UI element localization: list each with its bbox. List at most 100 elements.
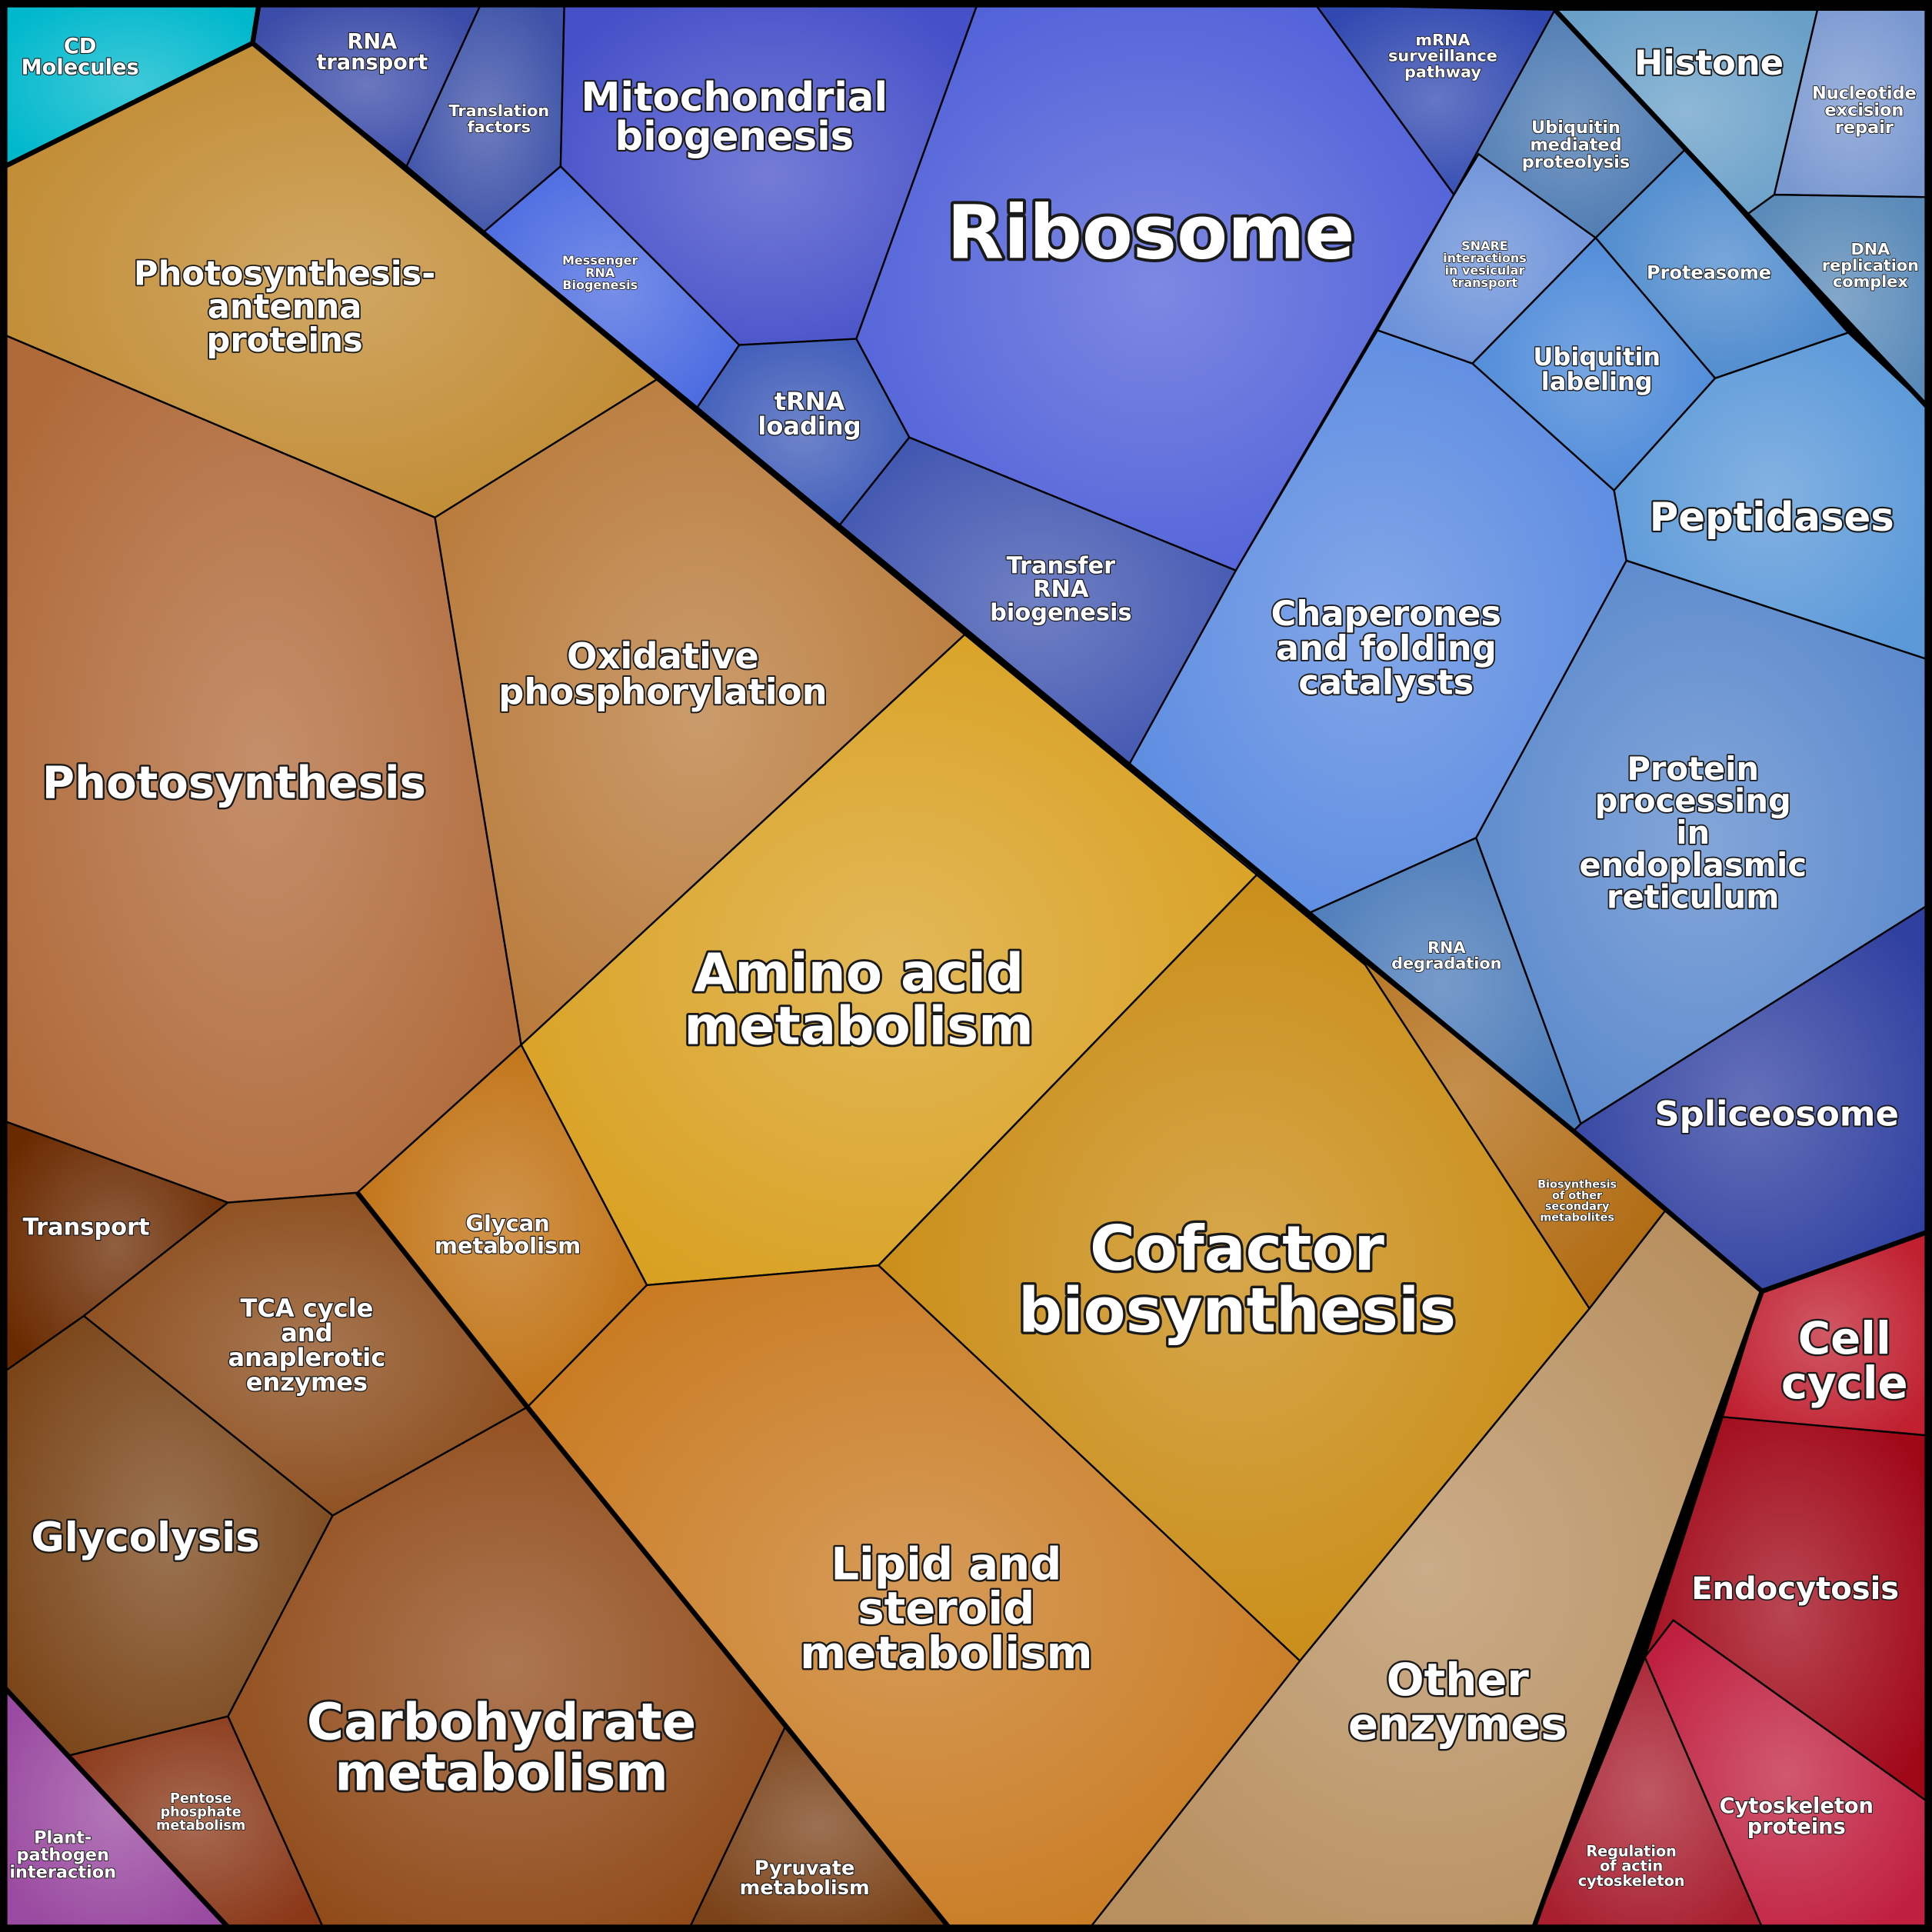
cell-label: Cofactor xyxy=(1090,1213,1384,1284)
cell-label: SNARE xyxy=(1461,238,1508,253)
cell-label: cycle xyxy=(1781,1357,1908,1409)
cell-label: Carbohydrate xyxy=(307,1694,696,1752)
cell-label: metabolism xyxy=(156,1818,245,1834)
cell-label: Translation xyxy=(448,102,549,120)
cell-label: proteolysis xyxy=(1522,152,1630,172)
cell-label: Mitochondrial xyxy=(581,75,888,121)
cell-label: Glycolysis xyxy=(31,1514,259,1561)
cell-label: Protein xyxy=(1627,750,1759,788)
cell-label: excision xyxy=(1824,101,1904,121)
cell-label: mediated xyxy=(1530,135,1621,155)
cell-label: enzymes xyxy=(1348,1698,1567,1750)
cell-label: Cell xyxy=(1798,1312,1891,1364)
cell-label: catalysts xyxy=(1298,662,1474,703)
cell-label: phosphate xyxy=(161,1805,242,1820)
cell-label: anaplerotic xyxy=(228,1343,386,1372)
cell-label: of actin xyxy=(1600,1857,1663,1875)
cell-label: Chaperones xyxy=(1271,593,1502,634)
cell-label: endoplasmic xyxy=(1579,846,1807,884)
cell-label: proteins xyxy=(1747,1815,1846,1839)
cell-label: repair xyxy=(1835,118,1894,138)
cell-label: Pyruvate xyxy=(754,1857,854,1880)
cells xyxy=(4,4,1928,1928)
cell-label: RNA xyxy=(1427,938,1466,957)
cell-label: biosynthesis xyxy=(1018,1274,1456,1346)
cell-label: pathogen xyxy=(17,1845,109,1865)
cell-label: Lipid and xyxy=(831,1537,1061,1590)
cell-label: Photosynthesis xyxy=(42,757,426,809)
cell-label: in xyxy=(1676,814,1710,851)
cell-label: antenna xyxy=(208,288,362,327)
cell-label: Oxidative xyxy=(567,635,759,677)
cell-label: processing xyxy=(1595,782,1791,820)
cell-label: degradation xyxy=(1391,954,1501,973)
group-border xyxy=(251,41,1928,1294)
labels: CDMoleculesRNAtransportTranslationfactor… xyxy=(8,29,1919,1900)
cell-label: Ubiquitin xyxy=(1531,118,1621,138)
cell-label: Proteasome xyxy=(1647,262,1771,284)
cell-label: metabolism xyxy=(740,1877,870,1900)
cell-label: Biogenesis xyxy=(562,278,638,292)
cell-label: Glycan xyxy=(465,1210,549,1236)
cell-label: Amino acid xyxy=(694,943,1024,1004)
cell-label: labeling xyxy=(1541,367,1653,396)
cell-label: DNA xyxy=(1850,240,1890,258)
cell-label: proteins xyxy=(206,321,362,360)
cell-label: RNA xyxy=(347,30,397,54)
cell-label: transport xyxy=(1452,275,1518,290)
cell-label: metabolism xyxy=(335,1744,668,1802)
cell-label: Molecules xyxy=(22,55,139,79)
cell-label: Peptidases xyxy=(1650,495,1894,541)
cell-label: metabolites xyxy=(1540,1212,1614,1224)
cell-label: Messenger xyxy=(562,253,638,268)
cell-label: Spliceosome xyxy=(1654,1093,1899,1134)
cell-label: Pentose xyxy=(170,1791,232,1807)
cell-label: in vesicular xyxy=(1445,263,1525,278)
cell-label: Plant- xyxy=(34,1828,92,1848)
cell-label: Cytoskeleton xyxy=(1720,1794,1874,1818)
cell-label: of other xyxy=(1552,1190,1603,1202)
cell-label: loading xyxy=(758,411,861,441)
group-border xyxy=(355,1191,951,1929)
cell-label: Other xyxy=(1387,1654,1530,1706)
cell-label: mRNA xyxy=(1415,31,1470,49)
cell-label: interactions xyxy=(1443,251,1527,265)
cell-label: Ribosome xyxy=(947,190,1354,276)
cell-label: replication xyxy=(1822,256,1919,275)
group-border xyxy=(1553,8,1929,408)
cell-label: Ubiquitin xyxy=(1533,342,1661,371)
cell-label: CD xyxy=(64,35,97,58)
cell-label: transport xyxy=(316,51,428,75)
cell-label: Transfer xyxy=(1007,552,1116,579)
cell-label: steroid xyxy=(858,1582,1034,1634)
cell-label: interaction xyxy=(9,1863,116,1883)
cell-label: phosphorylation xyxy=(498,671,828,712)
cell-label: Regulation xyxy=(1586,1842,1677,1860)
cell-label: Photosynthesis- xyxy=(134,255,435,293)
cell-label: pathway xyxy=(1404,63,1481,82)
cell-label: tRNA xyxy=(774,387,845,416)
cell-label: Endocytosis xyxy=(1691,1571,1899,1607)
group-border xyxy=(1531,1290,1764,1928)
cell-label: RNA xyxy=(585,265,615,280)
cell-label: cytoskeleton xyxy=(1578,1872,1685,1890)
cell-label: complex xyxy=(1833,272,1908,291)
cell-label: TCA cycle xyxy=(240,1294,373,1323)
group-border xyxy=(3,1686,230,1929)
cell-label: enzymes xyxy=(246,1367,368,1397)
cell-label: biogenesis xyxy=(990,599,1131,626)
cell-label: factors xyxy=(468,118,531,136)
cell-label: metabolism xyxy=(684,996,1033,1058)
cell-label: Histone xyxy=(1634,42,1784,83)
cell-label: Nucleotide xyxy=(1812,83,1917,103)
cell-label: surveillance xyxy=(1388,47,1497,65)
cell-label: metabolism xyxy=(800,1627,1092,1679)
cell-label: RNA xyxy=(1033,576,1089,603)
cell-label: and xyxy=(281,1318,332,1347)
cell-label: and folding xyxy=(1276,628,1497,668)
cell-label: biogenesis xyxy=(615,114,854,160)
